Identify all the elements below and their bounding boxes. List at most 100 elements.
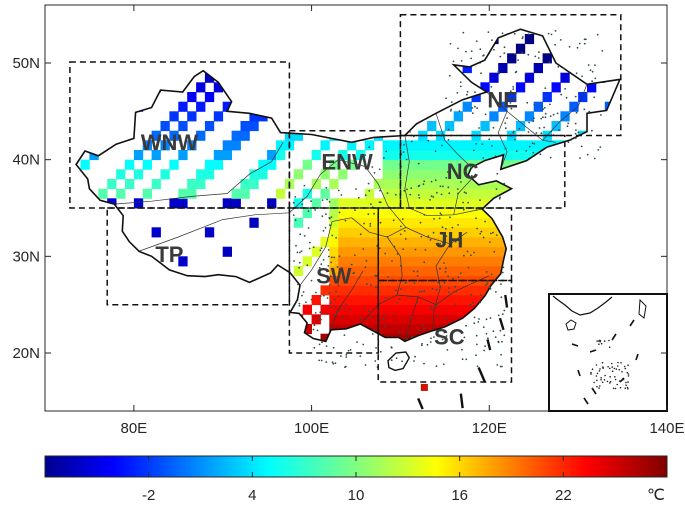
station-point xyxy=(365,283,368,286)
station-point xyxy=(480,230,483,233)
grid-cell xyxy=(471,246,481,257)
grid-cell xyxy=(409,295,419,306)
station-point xyxy=(313,346,316,349)
station-point xyxy=(345,356,348,358)
grid-cell xyxy=(382,227,392,238)
islet-cell xyxy=(420,383,428,391)
grid-cell xyxy=(409,285,419,296)
grid-cell xyxy=(169,198,179,209)
grid-cell xyxy=(498,63,508,74)
station-point xyxy=(544,87,547,89)
station-point xyxy=(465,174,468,177)
station-point xyxy=(439,286,442,289)
grid-cell xyxy=(196,179,206,190)
province-boundary xyxy=(404,296,419,342)
station-point xyxy=(475,354,477,357)
station-point xyxy=(303,184,306,187)
station-point xyxy=(599,146,602,149)
station-point xyxy=(301,198,304,201)
grid-cell xyxy=(400,295,410,306)
station-point xyxy=(312,328,315,331)
station-point xyxy=(579,157,581,159)
station-point xyxy=(471,107,474,109)
station-point xyxy=(492,126,495,129)
grid-cell xyxy=(329,159,339,170)
station-point xyxy=(406,338,408,340)
grid-cell xyxy=(382,140,392,151)
grid-cell xyxy=(391,295,401,306)
station-point xyxy=(533,103,536,106)
inset-dash xyxy=(635,353,639,361)
station-point xyxy=(484,345,487,348)
station-point xyxy=(417,185,420,188)
grid-cell xyxy=(222,150,232,161)
inset-islet xyxy=(621,370,623,373)
station-point xyxy=(318,343,321,346)
station-point xyxy=(326,313,329,315)
station-point xyxy=(333,298,336,301)
station-point xyxy=(534,55,537,58)
grid-cell xyxy=(489,150,499,161)
station-point xyxy=(314,312,317,314)
station-point xyxy=(512,86,515,88)
station-point xyxy=(577,131,580,134)
grid-cell xyxy=(427,140,437,151)
grid-cell xyxy=(196,82,206,93)
hainan-island xyxy=(387,351,411,372)
inset-islet xyxy=(603,340,606,342)
station-point xyxy=(501,271,504,274)
y-tick-label: 30N xyxy=(12,248,40,265)
station-point xyxy=(600,114,602,116)
inset-islet xyxy=(619,386,622,389)
grid-cell xyxy=(382,159,392,170)
station-point xyxy=(423,327,425,330)
station-point xyxy=(575,111,578,114)
grid-cell xyxy=(356,304,366,315)
inset-islet xyxy=(627,381,629,383)
station-point xyxy=(493,250,496,253)
station-point xyxy=(462,31,465,34)
grid-cell xyxy=(311,295,321,306)
grid-cell xyxy=(364,217,375,228)
grid-cell xyxy=(293,198,304,209)
grid-cell xyxy=(515,140,526,151)
station-point xyxy=(335,236,337,239)
grid-cell xyxy=(418,198,428,209)
station-point xyxy=(435,365,438,368)
station-point xyxy=(455,291,457,293)
grid-cell xyxy=(418,304,428,315)
station-point xyxy=(362,343,365,346)
station-point xyxy=(319,295,322,298)
station-point xyxy=(386,192,389,195)
inset-islets xyxy=(590,339,630,390)
grid-cell xyxy=(329,227,339,238)
grid-cell xyxy=(178,150,188,161)
station-point xyxy=(453,303,456,306)
station-point xyxy=(495,188,498,191)
grid-cell xyxy=(427,266,437,277)
grid-cell xyxy=(489,237,499,248)
station-point xyxy=(299,233,302,236)
station-point xyxy=(298,304,301,307)
station-point xyxy=(525,150,528,152)
dash-segment xyxy=(486,339,492,351)
grid-cell xyxy=(329,304,339,315)
station-point xyxy=(554,30,557,32)
station-point xyxy=(466,90,469,93)
station-point xyxy=(580,145,583,148)
grid-cell xyxy=(347,227,357,238)
station-point xyxy=(593,157,596,160)
station-point xyxy=(401,360,403,363)
station-point xyxy=(484,284,487,286)
station-point xyxy=(419,221,422,224)
dash-segment xyxy=(477,367,486,383)
grid-cell xyxy=(480,217,490,228)
station-point xyxy=(318,359,321,362)
province-boundary xyxy=(435,113,472,168)
grid-cell xyxy=(391,198,401,209)
station-point xyxy=(549,115,552,117)
station-point xyxy=(420,344,423,347)
station-point xyxy=(538,51,540,54)
grid-cell xyxy=(462,256,472,267)
region-boxes xyxy=(69,13,622,383)
